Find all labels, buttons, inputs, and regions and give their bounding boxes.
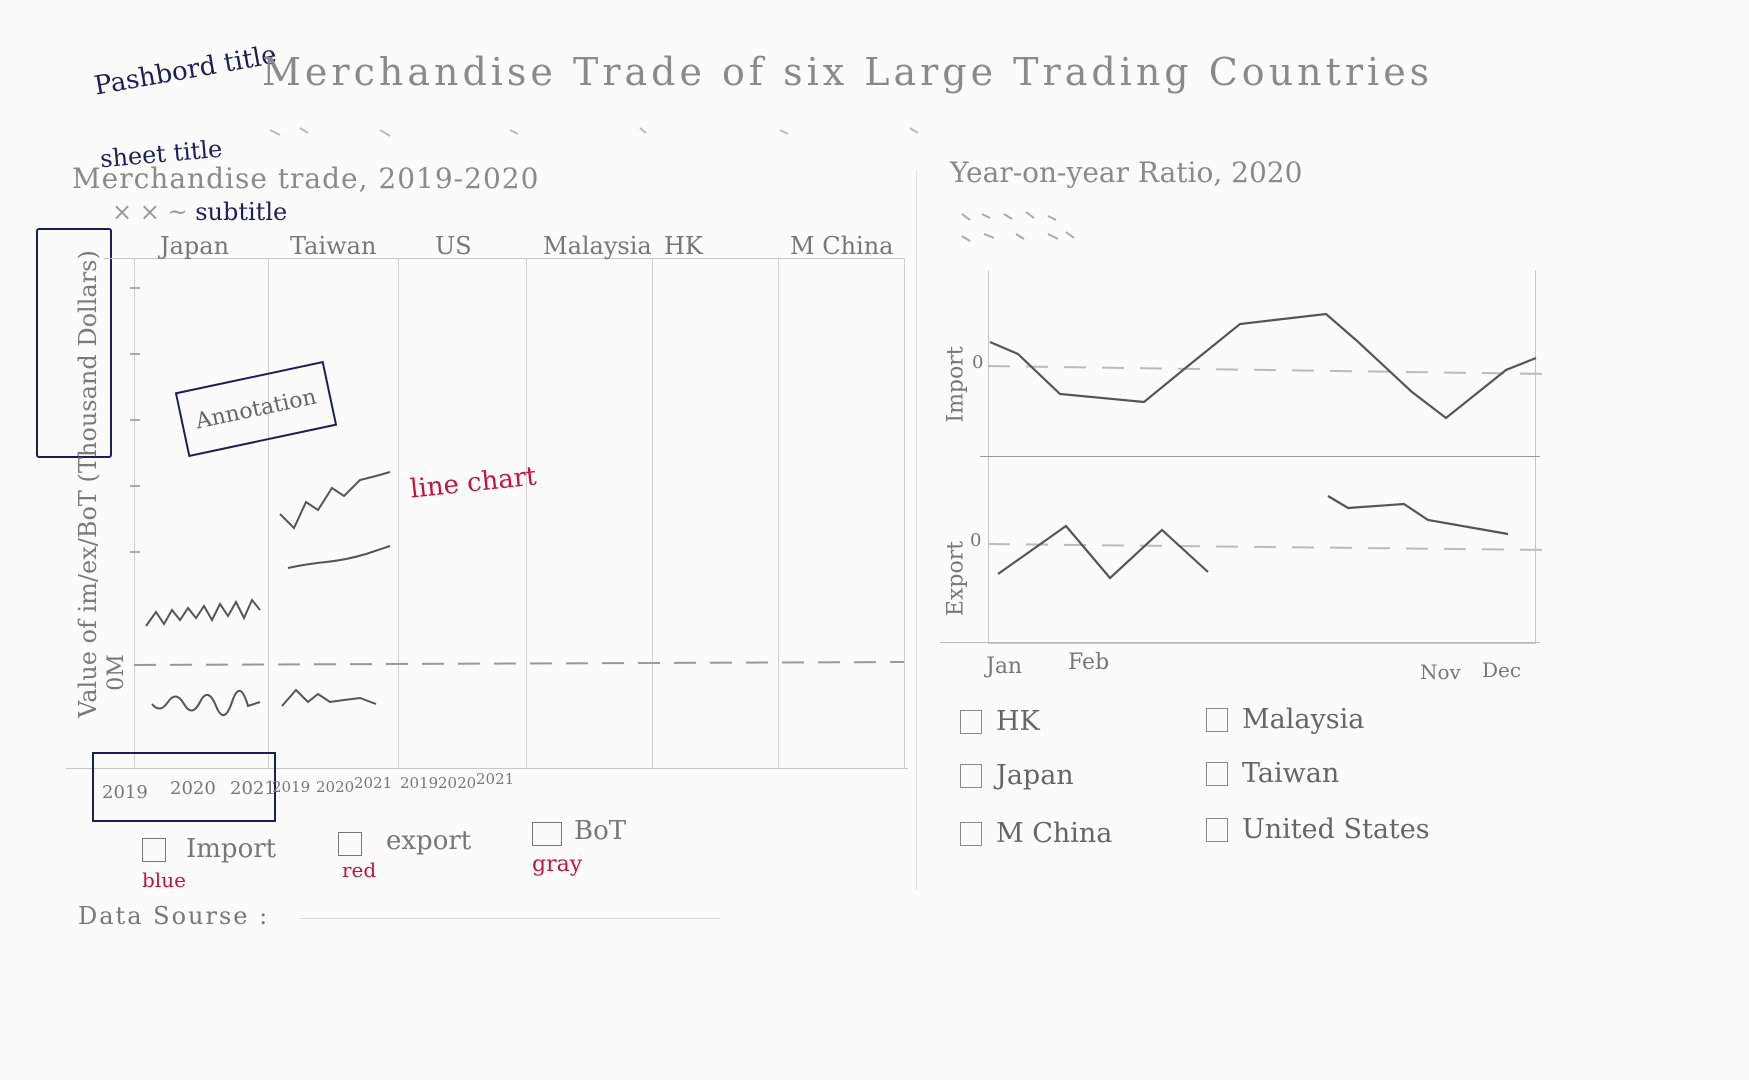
japan-bot-line	[151, 690, 261, 716]
year-label-japan-2020: 2020	[170, 778, 216, 799]
ratio-chart-divider	[980, 456, 1540, 457]
legend-export-checkbox[interactable]	[338, 832, 362, 856]
year-label-us-2021: 2021	[476, 770, 515, 788]
subtitle-placeholder-marks: × × ~	[112, 198, 196, 226]
grid-col-divider-6	[904, 258, 905, 768]
filter-mchina[interactable]: M China	[960, 818, 1112, 849]
year-axis-box	[92, 752, 276, 822]
subtitle-annotation-text: subtitle	[195, 198, 288, 226]
country-header-hk: HK	[664, 232, 703, 260]
left-sheet-title: Merchandise trade, 2019-2020	[72, 162, 540, 195]
filter-mchina-label: M China	[996, 818, 1113, 849]
filter-united-states[interactable]: United States	[1206, 814, 1430, 845]
export-panel-zero: 0	[970, 530, 982, 551]
sheet-divider	[916, 170, 917, 890]
y-axis-label-box	[36, 228, 112, 458]
legend-bot-color-note: gray	[532, 852, 583, 877]
ratio-chart-bottom	[940, 642, 1540, 643]
filter-malaysia-label: Malaysia	[1242, 704, 1365, 735]
country-header-mchina: M China	[790, 232, 894, 260]
grid-top-line	[104, 258, 904, 259]
legend-import-checkbox[interactable]	[142, 838, 166, 862]
grid-col-divider-4	[652, 258, 653, 768]
x-label-jan: Jan	[986, 654, 1023, 679]
import-panel-label: Import	[943, 346, 969, 423]
line-chart-annotation: line chart	[408, 461, 538, 505]
country-header-us: US	[435, 232, 472, 260]
year-label-taiwan-2021: 2021	[354, 774, 393, 792]
right-sheet-title: Year-on-year Ratio, 2020	[950, 156, 1303, 189]
filter-hk[interactable]: HK	[960, 706, 1040, 737]
grid-bottom-line	[66, 768, 908, 769]
grid-col-divider-3	[526, 258, 527, 768]
filter-taiwan-label: Taiwan	[1242, 758, 1340, 789]
filter-taiwan-checkbox[interactable]	[1206, 761, 1228, 786]
legend-bot-label: BoT	[574, 816, 627, 846]
dashboard-title: Merchandise Trade of six Large Trading C…	[262, 50, 1434, 94]
y-axis-ticks	[130, 287, 140, 553]
export-yoy-line	[987, 495, 1549, 580]
zero-label: 0M	[103, 654, 129, 691]
country-header-malaysia: Malaysia	[543, 232, 652, 260]
filter-united-states-label: United States	[1242, 814, 1430, 845]
year-label-taiwan-2020: 2020	[316, 778, 355, 796]
filter-hk-checkbox[interactable]	[960, 709, 982, 734]
country-header-japan: Japan	[160, 232, 230, 260]
taiwan-import-line	[287, 545, 391, 569]
filter-japan-label: Japan	[996, 760, 1074, 791]
import-panel-zero: 0	[972, 352, 984, 373]
y-axis-label: Value of im/ex/BoT (Thousand Dollars)	[74, 250, 102, 718]
x-label-feb: Feb	[1068, 650, 1110, 675]
annotation-box[interactable]: Annotation	[174, 360, 338, 458]
year-label-japan-2019: 2019	[102, 782, 148, 803]
data-source-line	[300, 918, 720, 919]
grid-col-divider-5	[778, 258, 779, 768]
dashboard-title-annotation: Pashbord title	[92, 39, 279, 102]
taiwan-export-line	[279, 471, 391, 530]
subtitle-annotation: × × ~ subtitle	[112, 198, 287, 226]
filter-japan[interactable]: Japan	[960, 760, 1074, 791]
import-yoy-line	[987, 312, 1549, 420]
taiwan-bot-line	[281, 688, 377, 707]
grid-col-divider-1	[268, 258, 269, 768]
grid-col-divider-2	[398, 258, 399, 768]
right-subtitle-marks	[961, 211, 1075, 242]
year-label-us-2020: 2020	[438, 774, 477, 792]
zero-reference-line	[133, 661, 905, 666]
year-label-us-2019: 2019	[400, 774, 439, 792]
country-header-taiwan: Taiwan	[290, 232, 377, 260]
x-label-dec: Dec	[1482, 658, 1522, 682]
ratio-chart-frame	[988, 270, 1536, 644]
data-source-label: Data Sourse :	[78, 902, 270, 930]
legend-export-label: export	[386, 826, 472, 856]
grid-left-axis	[134, 258, 135, 768]
filter-mchina-checkbox[interactable]	[960, 821, 982, 846]
dashboard-title-underline-marks	[269, 127, 919, 137]
annotation-box-text: Annotation	[193, 384, 319, 434]
legend-bot-checkbox[interactable]	[532, 822, 562, 846]
filter-hk-label: HK	[996, 706, 1040, 737]
filter-malaysia-checkbox[interactable]	[1206, 707, 1228, 732]
export-panel-label: Export	[943, 540, 969, 617]
filter-united-states-checkbox[interactable]	[1206, 817, 1228, 842]
legend-export-color-note: red	[342, 858, 377, 882]
year-label-japan-2021: 2021	[230, 778, 276, 799]
filter-malaysia[interactable]: Malaysia	[1206, 704, 1364, 735]
japan-import-line	[145, 598, 261, 627]
filter-taiwan[interactable]: Taiwan	[1206, 758, 1339, 789]
year-label-taiwan-2019: 2019	[272, 778, 311, 796]
x-label-nov: Nov	[1420, 660, 1461, 684]
filter-japan-checkbox[interactable]	[960, 763, 982, 788]
legend-import-color-note: blue	[142, 868, 186, 892]
legend-import-label: Import	[186, 834, 277, 864]
